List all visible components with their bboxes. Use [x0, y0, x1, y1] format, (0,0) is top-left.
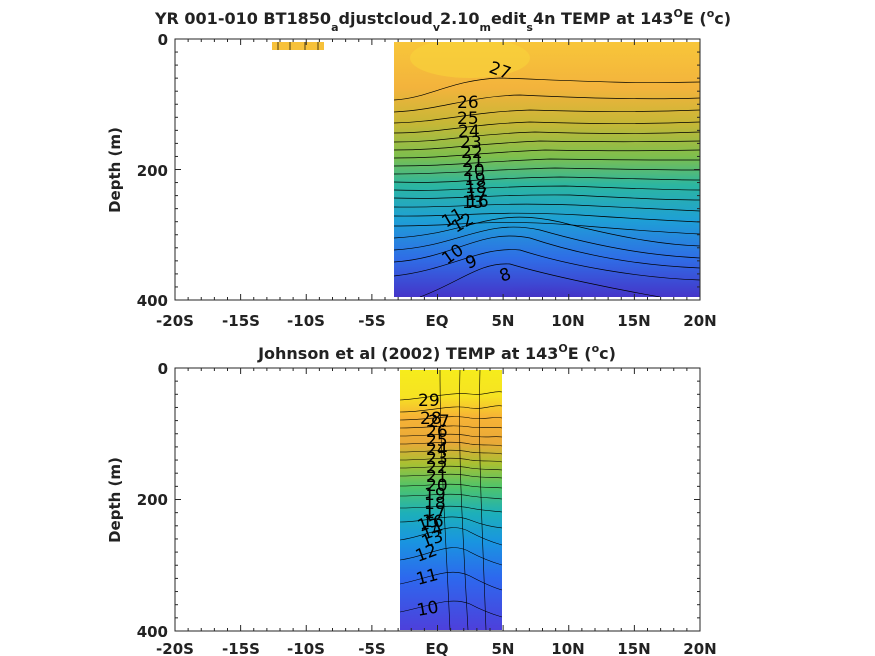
- bottom-x-tick-15N: 15N: [617, 640, 650, 656]
- top-isotherm-label-24: 24: [458, 122, 480, 142]
- top-isotherm-label-21: 21: [462, 152, 484, 172]
- top-isotherm-label-22: 22: [461, 143, 483, 163]
- bottom-isotherm-label-24: 24: [426, 440, 448, 460]
- bottom-isotherm-label-18: 18: [424, 494, 446, 514]
- top-temperature-field: 27 26 25 24 23 22 21 20 19 18 17 16 13 1…: [394, 42, 700, 297]
- bottom-y-tick-0: 0: [158, 360, 168, 378]
- top-x-tick-labels: -20S -15S -10S -5S EQ 5N 10N 15N 20N: [156, 312, 717, 330]
- top-panel: YR 001-010 BT1850adjustcloudv2.10medits4…: [106, 7, 731, 330]
- bottom-isotherm-label-21: 21: [426, 467, 448, 487]
- top-x-tick-EQ: EQ: [426, 312, 449, 330]
- bottom-isotherm-label-19: 19: [424, 485, 446, 505]
- top-isotherm-label-26: 26: [457, 93, 479, 113]
- top-y-tick-200: 200: [137, 162, 168, 180]
- bottom-x-tick-15S: -15S: [222, 640, 260, 656]
- bottom-contour-labels: 29 28 27 26 25 24 23 22 21 20 19 18 17 1…: [413, 391, 450, 621]
- top-isotherm-label-23: 23: [460, 133, 482, 153]
- bottom-panel-title: Johnson et al (2002) TEMP at 143OE (oc): [257, 342, 616, 363]
- bottom-y-tick-labels: 0 200 400: [137, 360, 168, 641]
- bottom-x-tick-EQ: EQ: [426, 640, 449, 656]
- top-isotherm-label-13: 13: [462, 193, 484, 213]
- bottom-isotherm-label-10: 10: [415, 597, 440, 620]
- bottom-x-tick-20S: -20S: [156, 640, 194, 656]
- top-x-tick-10N: 10N: [551, 312, 584, 330]
- top-x-tick-5N: 5N: [492, 312, 515, 330]
- bottom-isotherm-label-23: 23: [426, 449, 448, 469]
- bottom-x-tick-10S: -10S: [287, 640, 325, 656]
- top-x-tick-15S: -15S: [222, 312, 260, 330]
- top-x-tick-20S: -20S: [156, 312, 194, 330]
- top-isotherm-label-16: 16: [467, 192, 489, 212]
- bottom-x-tick-labels: -20S -15S -10S -5S EQ 5N 10N 15N 20N: [156, 640, 717, 656]
- bottom-y-axis-label: Depth (m): [106, 457, 124, 543]
- top-isotherms: [394, 77, 700, 297]
- top-isotherm-label-19: 19: [464, 170, 486, 190]
- bottom-temperature-field: 29 28 27 26 25 24 23 22 21 20 19 18 17 1…: [400, 370, 502, 630]
- bottom-isotherm-label-20: 20: [426, 476, 448, 496]
- bottom-x-tick-20N: 20N: [683, 640, 716, 656]
- top-x-tick-20N: 20N: [683, 312, 716, 330]
- top-y-tick-0: 0: [158, 31, 168, 49]
- bottom-isotherm-label-22: 22: [426, 458, 448, 478]
- bottom-x-tick-10N: 10N: [551, 640, 584, 656]
- bottom-y-tick-400: 400: [137, 623, 168, 641]
- top-isotherm-label-25: 25: [457, 109, 479, 129]
- top-x-tick-10S: -10S: [287, 312, 325, 330]
- top-y-tick-labels: 0 200 400: [137, 31, 168, 310]
- bottom-isotherm-label-29: 29: [418, 391, 440, 411]
- top-x-tick-15N: 15N: [617, 312, 650, 330]
- bottom-y-tick-200: 200: [137, 491, 168, 509]
- bottom-tick-marks: [174, 367, 701, 632]
- bottom-isotherms: [400, 370, 502, 630]
- top-x-tick-5S: -5S: [358, 312, 385, 330]
- bottom-isotherm-label-28: 28: [420, 409, 442, 429]
- top-y-axis-label: Depth (m): [106, 127, 124, 213]
- bottom-isotherm-label-16: 16: [422, 512, 444, 532]
- top-isotherm-label-17: 17: [466, 185, 488, 205]
- bottom-x-tick-5S: -5S: [358, 640, 385, 656]
- top-isotherm-label-18: 18: [465, 178, 487, 198]
- bottom-isotherm-label-25: 25: [426, 431, 448, 451]
- bottom-isotherm-label-26: 26: [426, 422, 448, 442]
- bottom-isotherm-label-17: 17: [424, 503, 446, 523]
- bottom-x-tick-5N: 5N: [492, 640, 515, 656]
- top-isotherm-label-20: 20: [463, 161, 485, 181]
- top-tick-marks: [174, 38, 701, 301]
- top-y-tick-400: 400: [137, 292, 168, 310]
- bottom-panel: Johnson et al (2002) TEMP at 143OE (oc): [106, 342, 717, 656]
- bottom-isotherm-label-27: 27: [428, 412, 450, 432]
- top-surface-strip: [272, 42, 324, 50]
- top-panel-title: YR 001-010 BT1850adjustcloudv2.10medits4…: [154, 7, 731, 34]
